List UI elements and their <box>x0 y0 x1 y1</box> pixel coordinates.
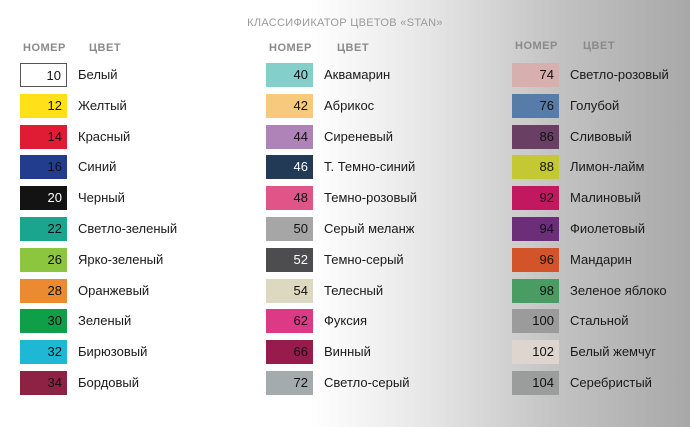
color-name: Желтый <box>78 98 127 113</box>
color-swatch: 50 <box>266 217 313 241</box>
color-swatch: 48 <box>266 186 313 210</box>
color-swatch: 66 <box>266 340 313 364</box>
color-name: Лимон-лайм <box>570 159 645 174</box>
color-swatch: 14 <box>20 125 67 149</box>
color-name: Серебристый <box>570 375 652 390</box>
color-name: Аквамарин <box>324 67 391 82</box>
color-name: Мандарин <box>570 252 632 267</box>
color-swatch: 62 <box>266 309 313 333</box>
color-name: Светло-розовый <box>570 67 669 82</box>
color-swatch: 98 <box>512 279 559 303</box>
color-swatch: 74 <box>512 63 559 87</box>
color-name: Темно-серый <box>324 252 404 267</box>
color-name: Красный <box>78 129 131 144</box>
color-swatch: 42 <box>266 94 313 118</box>
color-name: Белый жемчуг <box>570 344 657 359</box>
color-swatch: 40 <box>266 63 313 87</box>
color-name: Ярко-зеленый <box>78 252 164 267</box>
color-name: Бордовый <box>78 375 140 390</box>
color-name: Стальной <box>570 313 629 328</box>
color-name: Белый <box>78 67 118 82</box>
color-swatch: 72 <box>266 371 313 395</box>
color-swatch: 88 <box>512 155 559 179</box>
color-swatch: 46 <box>266 155 313 179</box>
color-swatch: 94 <box>512 217 559 241</box>
color-name: Голубой <box>570 98 620 113</box>
color-swatch: 100 <box>512 309 559 333</box>
color-name: Оранжевый <box>78 283 150 298</box>
color-swatch: 44 <box>266 125 313 149</box>
color-name: Серый меланж <box>324 221 415 236</box>
page-title: КЛАССИФИКАТОР ЦВЕТОВ «STAN» <box>247 17 443 29</box>
color-name: Сливовый <box>570 129 632 144</box>
color-swatch: 22 <box>20 217 67 241</box>
color-swatch: 96 <box>512 248 559 272</box>
color-swatch: 30 <box>20 309 67 333</box>
color-swatch: 76 <box>512 94 559 118</box>
color-name: Бирюзовый <box>78 344 148 359</box>
header-number: НОМЕР <box>269 42 312 54</box>
color-name: Синий <box>78 159 117 174</box>
color-name: Абрикос <box>324 98 375 113</box>
color-swatch: 102 <box>512 340 559 364</box>
header-color: ЦВЕТ <box>337 42 370 54</box>
color-swatch: 34 <box>20 371 67 395</box>
color-swatch: 86 <box>512 125 559 149</box>
color-name: Фуксия <box>324 313 368 328</box>
color-name: Сиреневый <box>324 129 394 144</box>
color-swatch: 20 <box>20 186 67 210</box>
color-name: Малиновый <box>570 190 641 205</box>
color-name: Зеленое яблоко <box>570 283 667 298</box>
header-number: НОМЕР <box>515 40 558 52</box>
color-name: Телесный <box>324 283 384 298</box>
color-swatch: 92 <box>512 186 559 210</box>
color-name: Фиолетовый <box>570 221 646 236</box>
color-swatch: 28 <box>20 279 67 303</box>
color-swatch: 52 <box>266 248 313 272</box>
color-name: Черный <box>78 190 125 205</box>
color-swatch: 26 <box>20 248 67 272</box>
color-swatch: 12 <box>20 94 67 118</box>
color-name: Т. Темно-синий <box>324 159 416 174</box>
header-number: НОМЕР <box>23 42 66 54</box>
color-name: Темно-розовый <box>324 190 417 205</box>
color-name: Светло-зеленый <box>78 221 178 236</box>
header-color: ЦВЕТ <box>89 42 122 54</box>
color-swatch: 10 <box>20 63 67 87</box>
color-swatch: 104 <box>512 371 559 395</box>
color-name: Зеленый <box>78 313 132 328</box>
color-swatch: 54 <box>266 279 313 303</box>
color-name: Винный <box>324 344 371 359</box>
color-name: Светло-серый <box>324 375 410 390</box>
color-swatch: 16 <box>20 155 67 179</box>
header-color: ЦВЕТ <box>583 40 616 52</box>
color-swatch: 32 <box>20 340 67 364</box>
